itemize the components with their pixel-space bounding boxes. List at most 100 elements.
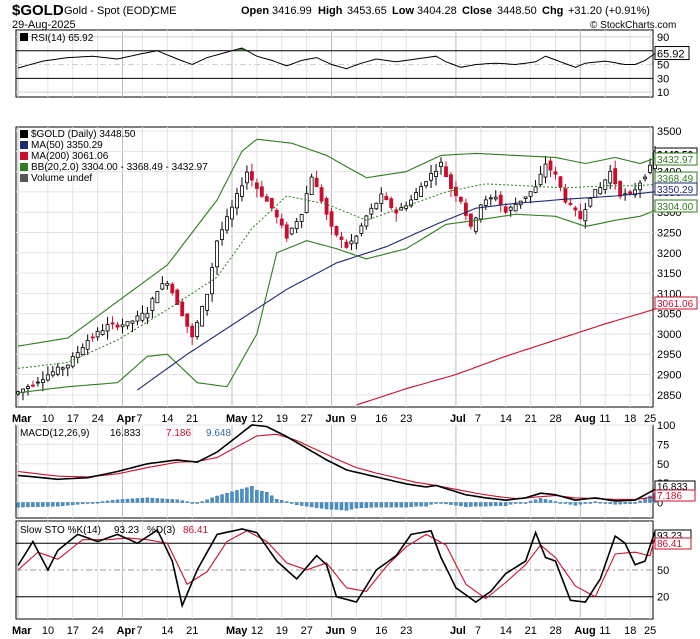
price-legend-entry: MA(200) 3061.06 (31, 151, 109, 162)
price-tick-label: 2950 (657, 349, 681, 361)
candle-body (379, 193, 384, 204)
macd-histogram-bar (523, 502, 528, 504)
macd-histogram-bar (474, 502, 478, 507)
candle-body (593, 189, 598, 198)
macd-histogram-bar (110, 500, 115, 503)
macd-histogram-bar (324, 502, 329, 510)
macd-histogram-bar (299, 502, 304, 506)
chg-value: +31.20 (+0.91%) (568, 5, 650, 17)
price-value-tag (654, 152, 698, 166)
candle-body (454, 186, 458, 197)
x-tick-label: 25 (644, 413, 656, 425)
macd-histogram-bar (215, 495, 219, 503)
candle-body (55, 366, 60, 375)
macd-histogram-bar (399, 502, 403, 508)
high-value: 3453.65 (347, 5, 387, 17)
macd-histogram-bar (583, 502, 588, 504)
x-tick-label: 21 (525, 413, 537, 425)
macd-histogram-bar (628, 502, 632, 504)
x-tick-label: 28 (549, 413, 561, 425)
candle-body (40, 379, 45, 383)
macd-histogram-bar (354, 502, 359, 509)
x-tick-label: 9 (350, 413, 356, 425)
macd-histogram-bar (414, 502, 418, 507)
price-value-tag-label: 3368.49 (657, 174, 694, 185)
macd-histogram-bar (36, 502, 40, 507)
macd-histogram-bar (419, 502, 423, 507)
bollinger-lower-line (17, 210, 656, 394)
price-value-tag (654, 296, 698, 310)
candle-body (314, 177, 319, 188)
macd-tick-label: 0 (657, 498, 663, 510)
x-tick-label: 17 (67, 625, 79, 637)
candle-body (70, 356, 75, 367)
x-tick-label: 19 (276, 625, 288, 637)
price-value-tag-label: 3304.00 (657, 202, 694, 213)
candle-body (329, 211, 334, 227)
macd-histogram-bar (235, 490, 239, 503)
macd-histogram-bar (349, 502, 354, 510)
x-tick-label: 7 (475, 625, 481, 637)
macd-histogram-bar (498, 502, 503, 506)
candle-body (60, 367, 65, 370)
price-tick-label: 2900 (657, 370, 681, 382)
candle-body (299, 214, 304, 222)
macd-legend-macd: 16.833 (110, 428, 141, 439)
macd-histogram-bar (265, 492, 269, 503)
macd-histogram-bar (61, 502, 65, 506)
candle-body (160, 283, 165, 290)
x-tick-label: Aug (574, 413, 595, 425)
macd-histogram-bar (588, 502, 593, 504)
candle-body (140, 312, 145, 321)
x-tick-label: 7 (136, 625, 142, 637)
macd-histogram-bar (135, 498, 140, 503)
macd-tick-label: 75 (657, 439, 669, 451)
macd-histogram-bar (444, 502, 448, 505)
macd-histogram-bar (409, 502, 413, 507)
x-tick-label: 12 (251, 413, 263, 425)
candle-body (458, 196, 463, 202)
macd-legend-prefix: MACD(12,26,9) (20, 428, 89, 439)
macd-histogram-bar (648, 495, 652, 503)
x-tick-label: 7 (136, 413, 142, 425)
macd-histogram-bar (374, 502, 379, 508)
macd-histogram-bar (389, 502, 393, 508)
macd-histogram-bar (41, 502, 45, 507)
macd-histogram-bar (105, 500, 110, 503)
x-tick-label: 16 (375, 625, 387, 637)
price-legend-entry: MA(50) 3350.29 (31, 140, 103, 151)
candle-body (508, 206, 513, 211)
macd-legend-hist: 9.648 (206, 428, 231, 439)
price-legend-swatch (20, 141, 28, 149)
macd-histogram-bar (51, 502, 55, 507)
price-tick-label: 3250 (657, 228, 681, 240)
macd-histogram-bar (180, 500, 184, 503)
macd-histogram-bar (160, 498, 165, 503)
candle-body (533, 186, 538, 193)
macd-histogram-bar (250, 486, 254, 503)
candle-body (249, 171, 254, 181)
macd-histogram-bar (508, 502, 513, 505)
candle-body (180, 301, 185, 317)
macd-histogram-bar (618, 502, 622, 505)
x-tick-label: Jul (450, 413, 466, 425)
x-tick-label: 18 (624, 625, 636, 637)
candle-body (269, 197, 274, 209)
x-tick-label: 14 (161, 413, 173, 425)
x-tick-label: 12 (251, 625, 263, 637)
candle-body (259, 186, 264, 197)
candle-body (618, 181, 623, 197)
candle-body (493, 196, 498, 200)
close-value: 3448.50 (497, 5, 537, 17)
macd-histogram-bar (469, 502, 473, 507)
macd-histogram-bar (429, 502, 433, 505)
macd-histogram-bar (225, 493, 229, 503)
candle-body (165, 282, 170, 286)
candle-body (429, 173, 433, 181)
sto-d-line (17, 530, 656, 600)
bollinger-middle-line (17, 183, 656, 369)
candle-body (304, 193, 309, 213)
macd-histogram-bar (115, 499, 120, 503)
x-tick-label: 9 (350, 625, 356, 637)
candle-body (35, 381, 40, 384)
